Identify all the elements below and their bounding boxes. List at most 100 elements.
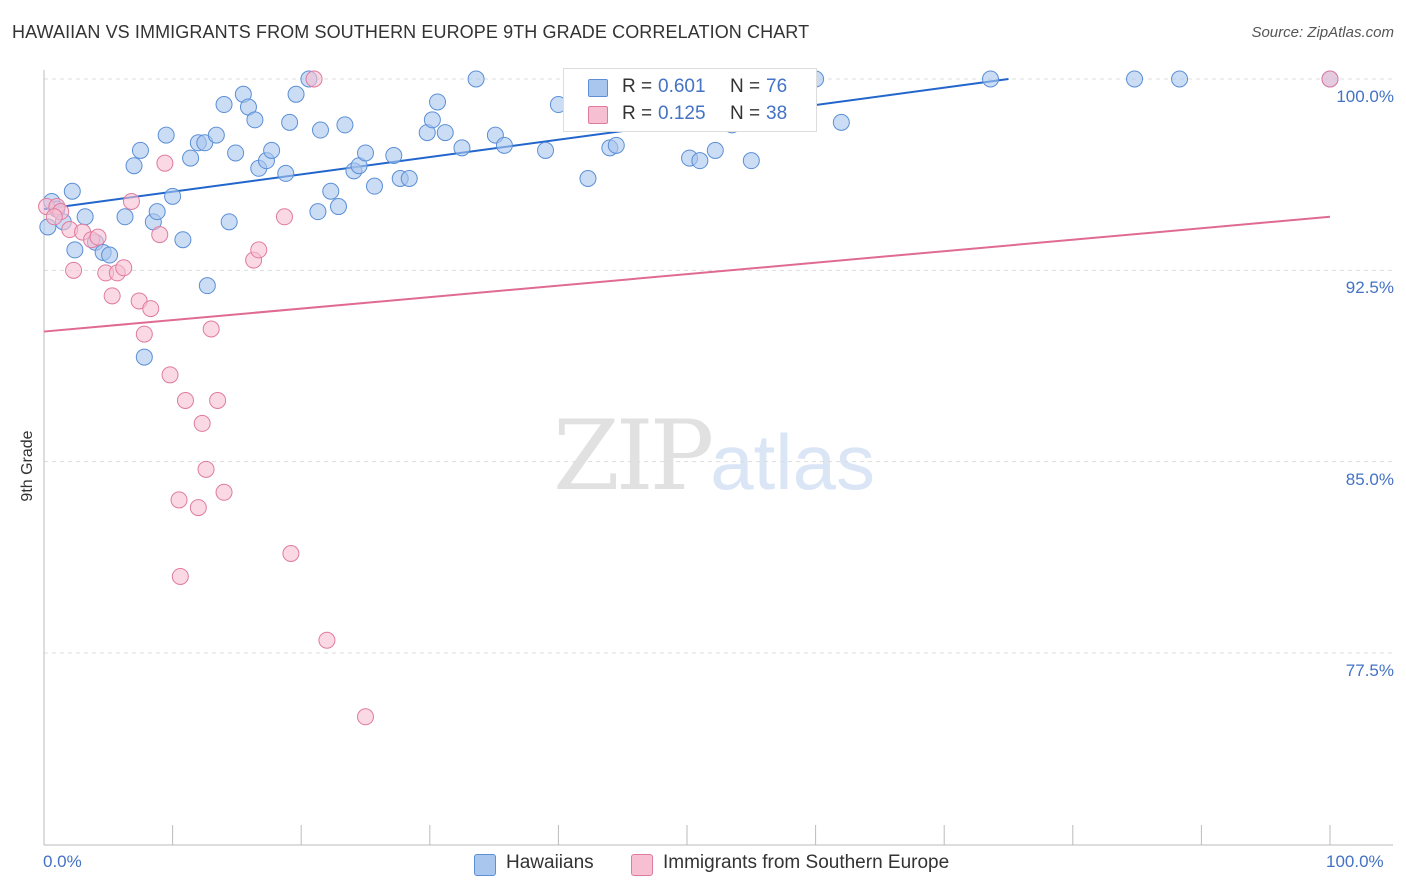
hawaiian-point xyxy=(607,136,625,154)
hawaiian-point xyxy=(366,177,384,195)
hawaiian-point xyxy=(329,198,347,216)
legend-swatch-blue xyxy=(474,854,496,876)
immigrant-point xyxy=(275,208,293,226)
hawaiian-point xyxy=(227,144,245,162)
hawaiian-point xyxy=(277,164,295,182)
data-points xyxy=(38,70,1339,726)
immigrant-trend-line xyxy=(43,215,1331,333)
y-axis-label: 9th Grade xyxy=(19,430,36,502)
hawaiian-point xyxy=(116,208,134,226)
n-value: 76 xyxy=(766,76,788,97)
hawaiian-point xyxy=(322,182,340,200)
hawaiian-point xyxy=(164,187,182,205)
hawaiian-point xyxy=(309,203,327,221)
hawaiian-point xyxy=(453,139,471,157)
immigrant-point xyxy=(282,545,300,563)
hawaiian-point xyxy=(207,126,225,144)
y-tick-label: 92.5% xyxy=(1345,278,1394,298)
hawaiian-point xyxy=(101,246,119,264)
immigrant-point xyxy=(156,154,174,172)
hawaiian-point xyxy=(157,126,175,144)
trend-lines xyxy=(43,78,1331,333)
immigrant-point xyxy=(122,192,140,210)
hawaiian-point xyxy=(63,182,81,200)
hawaiian-point xyxy=(148,203,166,221)
hawaiian-point xyxy=(281,113,299,131)
immigrant-point xyxy=(193,414,211,432)
immigrant-point xyxy=(135,325,153,343)
hawaiian-point xyxy=(579,169,597,187)
legend-swatch-blue xyxy=(588,79,608,97)
hawaiian-trend-line xyxy=(43,78,1009,211)
legend-label: Immigrants from Southern Europe xyxy=(663,852,950,873)
hawaiian-point xyxy=(357,144,374,162)
immigrant-point xyxy=(45,208,63,226)
hawaiian-point xyxy=(436,124,454,142)
immigrant-point xyxy=(250,241,268,259)
hawaiian-point xyxy=(125,157,143,175)
hawaiian-point xyxy=(198,277,216,295)
hawaiian-point xyxy=(385,147,403,165)
immigrant-point xyxy=(176,391,194,409)
hawaiian-point xyxy=(1171,70,1189,88)
x-tick-label-max: 100.0% xyxy=(1326,852,1384,871)
hawaiian-point xyxy=(220,213,238,231)
legend-label: Hawaiians xyxy=(506,852,594,873)
hawaiian-point xyxy=(400,169,418,187)
immigrant-point xyxy=(171,567,189,585)
hawaiian-point xyxy=(742,152,760,170)
hawaiian-point xyxy=(311,121,329,139)
hawaiian-point xyxy=(691,152,709,170)
grid-lines xyxy=(44,78,1393,654)
immigrant-point xyxy=(357,708,374,726)
y-tick-label: 100.0% xyxy=(1336,87,1394,106)
hawaiian-point xyxy=(76,208,94,226)
hawaiian-point xyxy=(429,93,447,111)
hawaiian-point xyxy=(66,241,84,259)
immigrant-point xyxy=(189,499,207,517)
immigrant-point xyxy=(197,460,215,478)
legend-swatch-pink xyxy=(631,854,653,876)
n-label: N = xyxy=(730,76,761,97)
r-label: R = xyxy=(622,103,653,124)
immigrant-point xyxy=(161,366,179,384)
immigrant-point xyxy=(151,226,169,244)
hawaiian-point xyxy=(706,141,724,159)
immigrant-point xyxy=(89,228,107,246)
immigrant-point xyxy=(215,483,233,501)
hawaiian-point xyxy=(467,70,485,88)
hawaiian-point xyxy=(135,348,153,366)
x-tick-label-min: 0.0% xyxy=(43,852,82,871)
n-label: N = xyxy=(730,103,761,124)
axes xyxy=(43,70,1393,846)
stats-legend: R = 0.601 N = 76 R = 0.125 N = 38 xyxy=(563,68,817,132)
chart-title: HAWAIIAN VS IMMIGRANTS FROM SOUTHERN EUR… xyxy=(12,22,810,42)
source-label: Source: ZipAtlas.com xyxy=(1251,24,1394,41)
hawaiian-point xyxy=(131,141,149,159)
immigrant-point xyxy=(142,300,160,318)
hawaiian-point xyxy=(832,113,850,131)
hawaiian-point xyxy=(981,70,999,88)
hawaiian-point xyxy=(263,141,281,159)
n-value: 38 xyxy=(766,103,788,124)
hawaiian-point xyxy=(537,141,555,159)
immigrant-point xyxy=(103,287,121,305)
series-legend: Hawaiians Immigrants from Southern Europ… xyxy=(0,852,1406,878)
r-value: 0.601 xyxy=(658,76,706,97)
immigrant-point xyxy=(305,70,323,88)
immigrant-point xyxy=(202,320,220,338)
r-label: R = xyxy=(622,76,653,97)
hawaiian-point xyxy=(423,111,441,129)
legend-swatch-pink xyxy=(588,106,608,124)
immigrant-point xyxy=(209,391,227,409)
hawaiian-point xyxy=(336,116,354,134)
y-tick-label: 77.5% xyxy=(1345,661,1394,680)
hawaiian-point xyxy=(1126,70,1144,88)
hawaiian-point xyxy=(495,136,513,154)
immigrant-point xyxy=(65,261,83,279)
immigrant-point xyxy=(170,491,188,509)
immigrant-point xyxy=(318,631,336,649)
r-value: 0.125 xyxy=(658,103,706,124)
hawaiian-point xyxy=(182,149,200,167)
